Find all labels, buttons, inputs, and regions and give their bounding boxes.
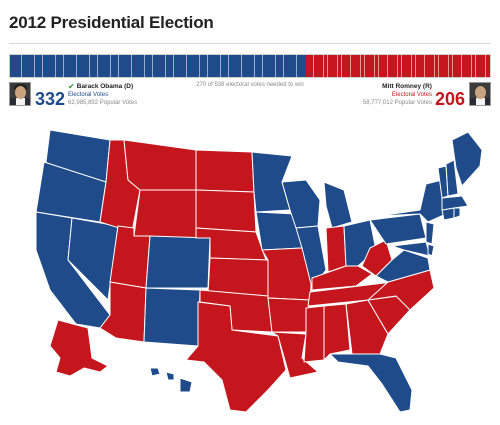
bar-state-separator <box>312 55 314 77</box>
candidate-romney[interactable]: 206 Mitt Romney (R) Electoral Votes 58,7… <box>363 82 491 110</box>
bar-state-separator <box>275 55 276 77</box>
state-rhode-island[interactable] <box>453 207 461 219</box>
bar-state-separator <box>131 55 132 77</box>
dem-segment-stripes <box>10 55 306 77</box>
rep-segment-stripes <box>306 55 490 77</box>
bar-state-separator <box>186 55 187 77</box>
bar-state-separator <box>396 55 398 77</box>
state-south-dakota[interactable] <box>195 189 257 233</box>
checkmark-icon: ✔ <box>68 81 75 91</box>
bar-state-separator <box>359 55 361 77</box>
bar-state-separator <box>349 55 351 77</box>
bar-state-separator <box>42 55 43 77</box>
state-colorado[interactable] <box>145 235 211 289</box>
bar-state-separator <box>89 55 90 77</box>
bar-state-separator <box>326 55 328 77</box>
romney-ev-label: Electoral Votes <box>391 92 432 98</box>
bar-state-separator <box>386 55 388 77</box>
obama-electoral-votes: 332 <box>35 89 66 109</box>
state-kentucky[interactable] <box>311 265 373 291</box>
obama-name: Barack Obama (D) <box>76 83 134 90</box>
state-georgia[interactable] <box>345 299 389 355</box>
bar-state-separator <box>363 55 365 77</box>
bar-state-separator <box>207 55 208 77</box>
bar-state-separator <box>283 55 284 77</box>
candidate-obama[interactable]: 332 ✔ Barack Obama (D) Electoral Votes 6… <box>9 82 137 110</box>
bar-state-separator <box>460 55 462 77</box>
bar-state-separator <box>423 55 425 77</box>
bar-state-separator <box>254 55 255 77</box>
state-mississippi[interactable] <box>303 305 325 363</box>
bar-state-separator <box>21 55 22 77</box>
bar-state-separator <box>484 55 486 77</box>
bar-state-separator <box>373 55 375 77</box>
bar-state-separator <box>34 55 35 77</box>
state-pennsylvania[interactable] <box>369 213 427 245</box>
votes-needed-text: 270 of 538 electoral votes needed to win <box>196 82 304 88</box>
state-wyoming[interactable] <box>133 189 197 239</box>
electoral-vote-bar[interactable] <box>9 54 491 78</box>
bar-state-separator <box>322 55 324 77</box>
state-north-dakota[interactable] <box>195 149 255 193</box>
bar-state-separator <box>433 55 435 77</box>
page-title: 2012 Presidential Election <box>9 13 214 32</box>
bar-state-separator <box>414 55 416 77</box>
state-alaska[interactable] <box>49 319 109 377</box>
bar-state-separator <box>118 55 119 77</box>
us-electoral-map <box>0 110 500 425</box>
state-kansas[interactable] <box>207 257 269 297</box>
bar-state-separator <box>437 55 439 77</box>
bar-state-separator <box>377 55 379 77</box>
bar-state-separator <box>165 55 166 77</box>
bar-state-separator <box>63 55 64 77</box>
bar-state-separator <box>173 55 174 77</box>
bar-state-separator <box>451 55 453 77</box>
bar-state-separator <box>110 55 111 77</box>
romney-popular-votes: 58,777,012 Popular Votes <box>362 99 432 106</box>
obama-popular-votes: 62,985,892 Popular Votes <box>68 99 138 106</box>
state-delaware[interactable] <box>427 243 435 257</box>
obama-avatar <box>9 82 31 106</box>
state-new-mexico[interactable] <box>143 287 201 347</box>
bar-state-separator <box>55 55 56 77</box>
bar-state-separator <box>400 55 402 77</box>
bar-state-separator <box>470 55 472 77</box>
romney-name: Mitt Romney (R) <box>382 83 432 90</box>
state-massachusetts[interactable] <box>441 195 469 211</box>
rep-vote-segment[interactable] <box>305 55 490 77</box>
state-maine[interactable] <box>451 131 483 187</box>
state-new-jersey[interactable] <box>425 221 435 245</box>
bar-state-separator <box>76 55 77 77</box>
state-alabama[interactable] <box>323 303 351 361</box>
state-indiana[interactable] <box>325 225 347 273</box>
state-texas[interactable] <box>185 301 287 413</box>
state-hawaii[interactable] <box>149 367 193 393</box>
bar-state-separator <box>474 55 476 77</box>
bar-state-separator <box>296 55 297 77</box>
bar-state-separator <box>241 55 242 77</box>
romney-avatar <box>469 82 491 106</box>
bar-state-separator <box>410 55 412 77</box>
bar-state-separator <box>220 55 221 77</box>
state-new-hampshire[interactable] <box>445 159 459 197</box>
bar-state-separator <box>336 55 338 77</box>
dem-vote-segment[interactable] <box>10 55 306 77</box>
state-florida[interactable] <box>329 353 413 413</box>
bar-state-separator <box>228 55 229 77</box>
state-michigan[interactable] <box>323 181 353 229</box>
bar-state-separator <box>97 55 98 77</box>
romney-electoral-votes: 206 <box>434 89 465 109</box>
bar-state-separator <box>262 55 263 77</box>
state-maryland[interactable] <box>391 241 431 257</box>
bar-state-separator <box>199 55 200 77</box>
state-virginia[interactable] <box>375 249 431 283</box>
state-montana[interactable] <box>123 139 197 191</box>
bar-state-separator <box>447 55 449 77</box>
bar-state-separator <box>340 55 342 77</box>
obama-ev-label: Electoral Votes <box>68 92 109 98</box>
title-divider <box>9 43 491 44</box>
bar-state-separator <box>144 55 145 77</box>
state-arkansas[interactable] <box>267 297 311 333</box>
bar-state-separator <box>152 55 153 77</box>
